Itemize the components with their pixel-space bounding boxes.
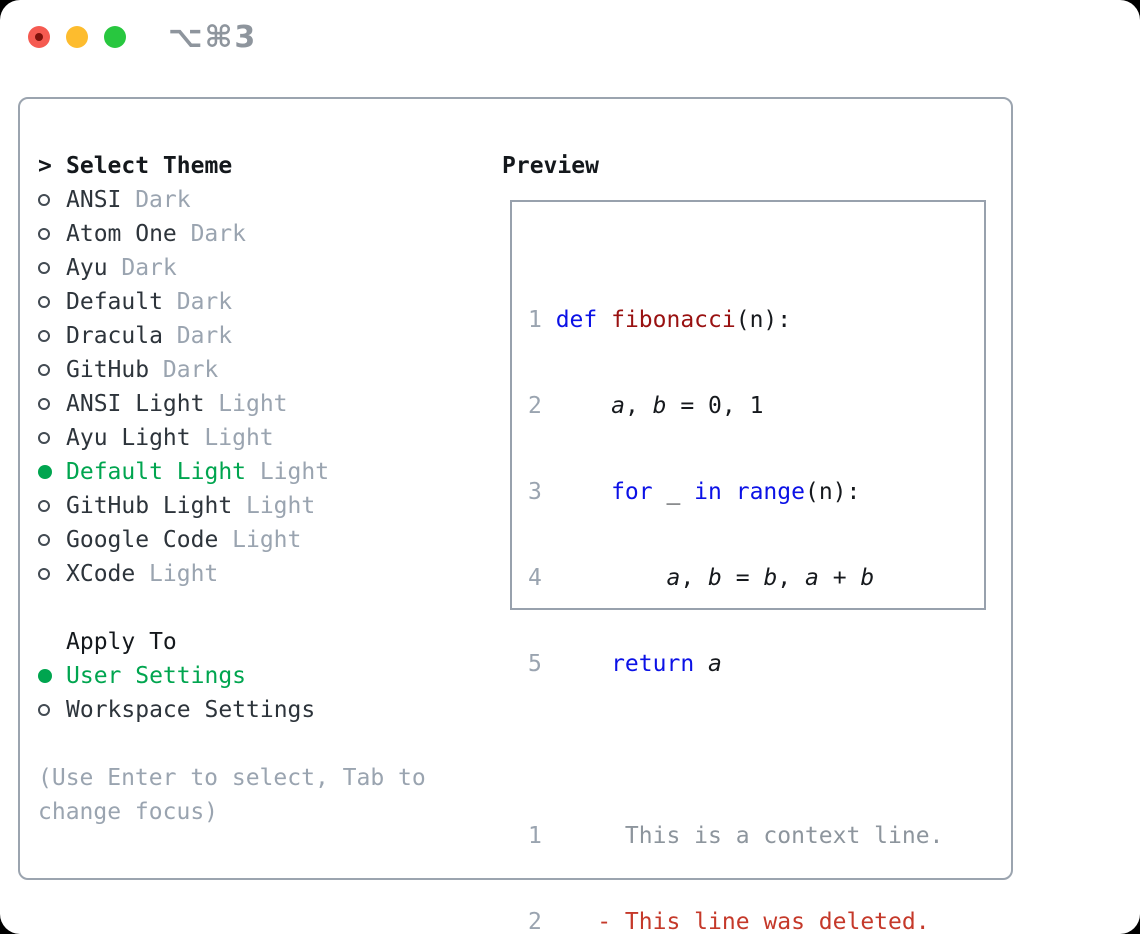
radio-icon [38, 432, 50, 444]
theme-option-atom-one-dark[interactable]: Atom One Dark [38, 217, 329, 251]
radio-icon [38, 704, 50, 716]
theme-selector-panel: > Select Theme ANSI Dark Atom One Dark A… [18, 97, 1013, 934]
radio-icon [38, 296, 50, 308]
theme-option-default-dark[interactable]: Default Dark [38, 285, 329, 319]
theme-option-ayu-dark[interactable]: Ayu Dark [38, 251, 329, 285]
radio-selected-icon [38, 669, 52, 683]
code-line: 2 a, b = 0, 1 [528, 393, 764, 419]
theme-list: > Select Theme ANSI Dark Atom One Dark A… [38, 149, 329, 591]
code-line: 5 return a [528, 651, 722, 677]
theme-option-default-light-selected[interactable]: Default Light Light [38, 455, 329, 489]
theme-option-dracula-dark[interactable]: Dracula Dark [38, 319, 329, 353]
diff-context-line: 1 This is a context line. [528, 823, 944, 849]
radio-icon [38, 330, 50, 342]
code-preview: 1 def fibonacci(n): 2 a, b = 0, 1 3 for _… [528, 251, 943, 934]
theme-option-github-light[interactable]: GitHub Light Light [38, 489, 329, 523]
code-blank-line [528, 733, 943, 767]
apply-option-workspace-settings[interactable]: Workspace Settings [38, 693, 315, 727]
apply-to-title: Apply To [66, 629, 177, 655]
radio-selected-icon [38, 465, 52, 479]
radio-icon [38, 500, 50, 512]
title-bar: ⌥⌘3 [0, 0, 1140, 74]
apply-to-header: Apply To [38, 625, 315, 659]
radio-icon [38, 262, 50, 274]
preview-pane: 1 def fibonacci(n): 2 a, b = 0, 1 3 for _… [510, 200, 986, 934]
theme-list-header: > Select Theme [38, 149, 329, 183]
theme-option-ansi-dark[interactable]: ANSI Dark [38, 183, 329, 217]
radio-icon [38, 568, 50, 580]
code-line: 4 a, b = b, a + b [528, 565, 875, 591]
radio-icon [38, 398, 50, 410]
theme-option-ansi-light[interactable]: ANSI Light Light [38, 387, 329, 421]
theme-option-github-dark[interactable]: GitHub Dark [38, 353, 329, 387]
apply-option-user-settings-selected[interactable]: User Settings [38, 659, 315, 693]
radio-icon [38, 364, 50, 376]
preview-title: Preview [502, 153, 599, 179]
apply-to-section: Apply To User Settings Workspace Setting… [38, 625, 315, 727]
close-button[interactable] [28, 26, 50, 48]
radio-icon [38, 534, 50, 546]
minimize-button[interactable] [66, 26, 88, 48]
theme-option-google-code-light[interactable]: Google Code Light [38, 523, 329, 557]
prompt-caret: > [38, 153, 52, 179]
maximize-button[interactable] [104, 26, 126, 48]
theme-option-xcode-light[interactable]: XCode Light [38, 557, 329, 591]
window-shortcut-label: ⌥⌘3 [168, 20, 258, 55]
theme-list-title: Select Theme [66, 153, 233, 179]
code-line: 1 def fibonacci(n): [528, 307, 792, 333]
code-line: 3 for _ in range(n): [528, 479, 861, 505]
radio-icon [38, 228, 50, 240]
theme-option-ayu-light[interactable]: Ayu Light Light [38, 421, 329, 455]
help-text: (Use Enter to select, Tab to change focus… [38, 765, 426, 825]
radio-icon [38, 194, 50, 206]
traffic-lights [28, 26, 126, 48]
diff-deleted-line: 2 - This line was deleted. [528, 909, 930, 934]
